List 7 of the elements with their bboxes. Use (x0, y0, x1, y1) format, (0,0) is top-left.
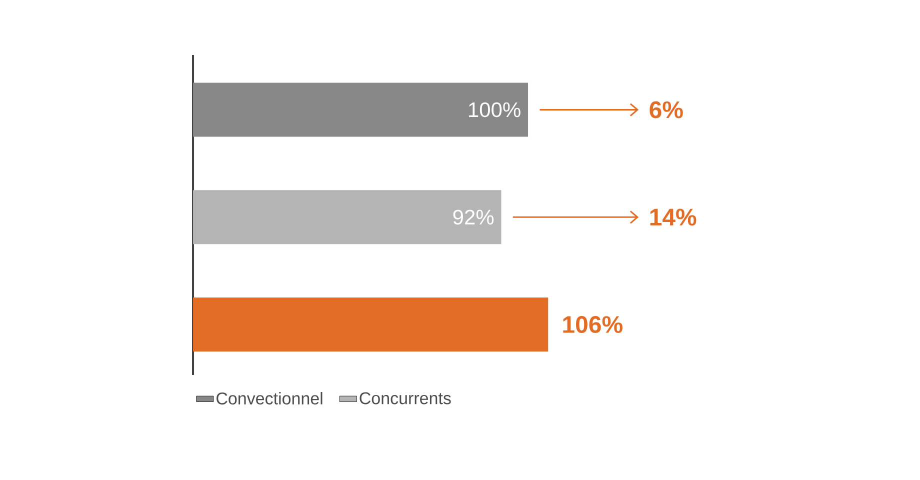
data-label: 100% (469, 102, 520, 118)
data-label: 92% (453, 210, 494, 225)
data-label: 106% (563, 316, 622, 334)
legend-label: Convectionnel (216, 392, 322, 404)
text: 14% (650, 208, 696, 226)
legend-label: Concurrents (360, 392, 451, 404)
text: 6% (650, 101, 683, 118)
